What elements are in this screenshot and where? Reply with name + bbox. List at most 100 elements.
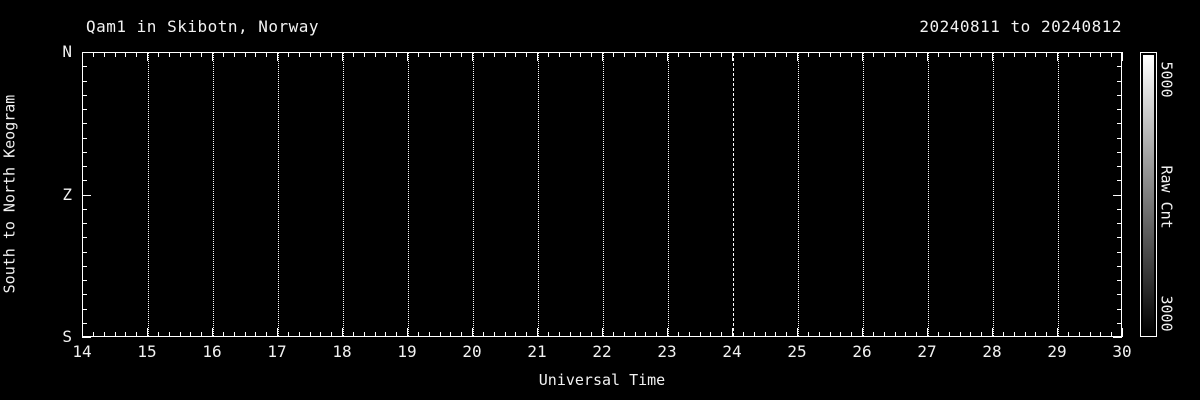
x-tick-label: 30 xyxy=(1112,342,1132,361)
hour-gridline xyxy=(408,53,409,336)
x-tick-major-top xyxy=(147,52,148,61)
colorbar-title: Raw Cnt xyxy=(1157,165,1176,229)
y-tick-minor xyxy=(82,294,87,296)
x-tick-label: 21 xyxy=(527,342,547,361)
y-tick-minor-right xyxy=(1117,66,1122,68)
y-tick-minor xyxy=(82,308,87,310)
x-tick-major-top xyxy=(797,52,798,61)
x-tick-minor xyxy=(504,332,506,337)
x-tick-minor xyxy=(959,332,961,337)
x-tick-major xyxy=(277,328,278,337)
x-tick-minor-top xyxy=(1089,52,1091,57)
x-tick-major xyxy=(732,328,733,337)
plot-frame xyxy=(82,52,1122,337)
x-tick-minor-top xyxy=(428,52,430,57)
y-tick-minor xyxy=(82,94,87,96)
x-tick-minor-top xyxy=(1078,52,1080,57)
x-tick-minor xyxy=(266,332,268,337)
x-tick-minor-top xyxy=(547,52,549,57)
x-tick-minor xyxy=(710,332,712,337)
x-tick-major xyxy=(1122,328,1123,337)
x-tick-minor-top xyxy=(114,52,116,57)
x-tick-minor xyxy=(699,332,701,337)
x-tick-major-top xyxy=(927,52,928,61)
x-tick-label: 26 xyxy=(852,342,872,361)
x-tick-label: 27 xyxy=(917,342,937,361)
hour-gridline xyxy=(343,53,344,336)
x-tick-minor xyxy=(287,332,289,337)
x-tick-minor xyxy=(1013,332,1015,337)
plot-title: Qam1 in Skibotn, Norway xyxy=(86,17,320,36)
x-tick-label: 24 xyxy=(722,342,742,361)
x-tick-minor xyxy=(493,332,495,337)
x-tick-minor xyxy=(742,332,744,337)
x-tick-label: 16 xyxy=(202,342,222,361)
x-tick-minor-top xyxy=(320,52,322,57)
x-tick-minor-top xyxy=(851,52,853,57)
hour-gridline xyxy=(603,53,604,336)
y-tick-minor xyxy=(82,123,87,125)
y-tick-minor-right xyxy=(1117,166,1122,167)
x-tick-minor xyxy=(916,332,918,337)
x-tick-major-top xyxy=(862,52,863,61)
x-tick-label: 22 xyxy=(592,342,612,361)
y-tick-minor-right xyxy=(1117,237,1122,239)
x-tick-minor xyxy=(656,332,658,337)
y-axis-title: South to North Keogram xyxy=(0,94,19,294)
x-tick-minor-top xyxy=(244,52,246,57)
x-tick-minor-top xyxy=(591,52,593,57)
x-tick-major xyxy=(537,328,538,337)
x-tick-minor-top xyxy=(1067,52,1069,57)
x-tick-minor-top xyxy=(385,52,387,57)
x-tick-minor xyxy=(1089,332,1091,337)
x-tick-minor xyxy=(818,332,820,337)
x-tick-major xyxy=(797,328,798,337)
x-tick-minor xyxy=(125,332,127,337)
x-tick-minor xyxy=(298,332,300,337)
x-tick-minor-top xyxy=(634,52,636,57)
y-tick-major xyxy=(82,337,91,338)
x-tick-minor-top xyxy=(612,52,614,57)
x-tick-major-top xyxy=(212,52,213,61)
y-tick-minor-right xyxy=(1117,109,1122,110)
x-tick-minor xyxy=(103,332,105,337)
y-tick-minor-right xyxy=(1117,280,1122,281)
x-axis-title: Universal Time xyxy=(538,371,666,389)
x-tick-minor-top xyxy=(959,52,961,57)
date-range-label: 20240811 to 20240812 xyxy=(919,17,1122,36)
plot-data-area xyxy=(83,53,1121,336)
x-tick-major-top xyxy=(1057,52,1058,61)
x-tick-minor-top xyxy=(677,52,679,57)
y-tick-minor-right xyxy=(1117,223,1122,224)
x-tick-minor xyxy=(385,332,387,337)
x-tick-major xyxy=(82,328,83,337)
y-tick-minor xyxy=(82,322,87,324)
x-tick-minor-top xyxy=(1024,52,1026,57)
x-tick-minor-top xyxy=(136,52,138,57)
x-tick-minor-top xyxy=(1111,52,1113,57)
x-tick-minor-top xyxy=(916,52,918,57)
x-tick-minor-top xyxy=(699,52,701,57)
x-tick-major-top xyxy=(667,52,668,61)
x-tick-minor-top xyxy=(125,52,127,57)
x-tick-minor xyxy=(580,332,582,337)
hour-gridline xyxy=(1058,53,1059,336)
x-tick-minor xyxy=(92,332,94,337)
colorbar xyxy=(1140,52,1157,337)
x-tick-minor xyxy=(883,332,885,337)
x-tick-minor xyxy=(623,332,625,337)
y-tick-minor-right xyxy=(1117,151,1122,153)
y-tick-minor-right xyxy=(1117,265,1122,267)
x-tick-minor xyxy=(569,332,571,337)
x-tick-minor xyxy=(677,332,679,337)
y-tick-label: N xyxy=(62,42,72,61)
x-tick-label: 23 xyxy=(657,342,677,361)
x-tick-minor xyxy=(482,332,484,337)
colorbar-gradient xyxy=(1143,55,1154,334)
x-tick-minor-top xyxy=(374,52,376,57)
x-tick-major-top xyxy=(277,52,278,61)
hour-gridline xyxy=(863,53,864,336)
x-tick-minor-top xyxy=(764,52,766,57)
y-tick-minor-right xyxy=(1117,208,1122,210)
y-tick-minor-right xyxy=(1117,294,1122,296)
